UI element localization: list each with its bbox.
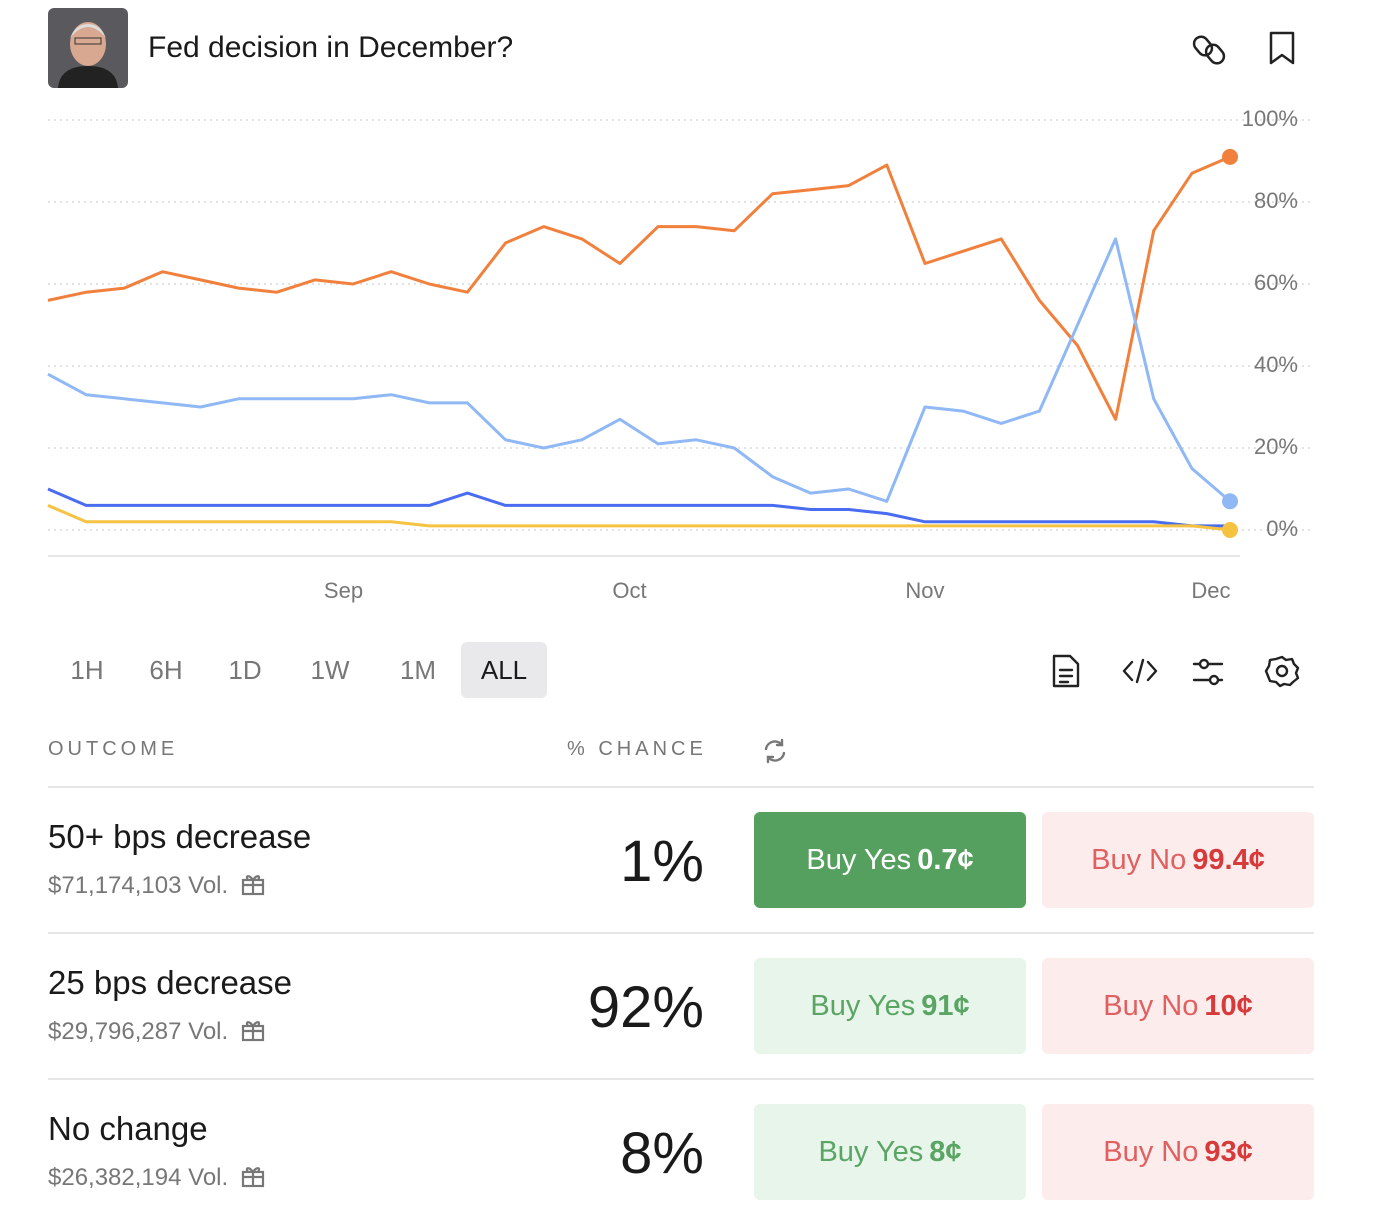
buy-yes-price: 8¢ [929,1135,962,1168]
chart: 0% 20% 40% 60% 80% 100% Sep Oct Nov Dec [47,106,1310,603]
outcome-name: 25 bps decrease [48,964,293,1001]
outcome-name: No change [48,1110,208,1147]
volume: $71,174,103 Vol. [48,872,266,900]
buy-no-price: 93¢ [1204,1135,1253,1168]
x-tick-label: Nov [905,578,944,603]
range-button[interactable]: 1H [70,655,104,685]
gift-icon [242,1021,265,1042]
outcome-row: No change $26,382,194 Vol. 8% Buy Yes 8¢ Buy … [48,1078,1314,1226]
range-button[interactable]: 1D [228,655,262,685]
page: Fed decision in December? 0% 20% 40% 60% 80%… [47,8,1314,1200]
y-tick-label: 80% [1254,188,1298,213]
chart-tools[interactable] [1048,652,1308,692]
end-dot [1222,493,1238,510]
range-button[interactable]: ALL [461,642,547,698]
y-tick-label: 20% [1254,434,1298,459]
column-header: % CHANCE [567,738,707,760]
range-button[interactable]: 1M [399,655,437,685]
y-tick-label: 40% [1254,352,1298,377]
buy-yes-price: 91¢ [921,989,970,1022]
y-tick-label: 0% [1266,516,1298,541]
volume: $29,796,287 Vol. [48,1018,266,1046]
end-dot [1222,522,1238,538]
buy-yes-button[interactable]: Buy Yes 91¢ [754,958,1026,1054]
volume-text: $71,174,103 Vol. [48,872,229,899]
series-line [47,504,1231,532]
end-dot [1222,148,1238,165]
buy-yes-button[interactable]: Buy Yes 8¢ [754,1104,1026,1200]
y-tick-label: 100% [1242,106,1298,131]
series-line [47,487,1230,528]
buy-no-label: Buy No [1103,1135,1199,1168]
series-line [47,155,1231,421]
buy-no-button[interactable]: Buy No 10¢ [1042,958,1314,1054]
buy-yes-label: Buy Yes [810,989,916,1022]
range-button[interactable]: 1W [310,655,350,685]
volume-text: $26,382,194 Vol. [48,1164,229,1191]
buy-no-price: 99.4¢ [1192,843,1265,876]
market-title: Fed decision in December? [148,31,514,64]
x-tick-label: Oct [612,578,646,603]
y-tick-label: 60% [1254,270,1298,295]
buy-no-button[interactable]: Buy No 93¢ [1042,1104,1314,1200]
buy-yes-label: Buy Yes [818,1135,924,1168]
gift-icon [242,1167,265,1188]
refresh-icon[interactable] [762,738,788,764]
gift-icon [242,875,265,896]
chance: 8% [620,1121,704,1186]
avatar [48,8,128,88]
buy-yes-price: 0.7¢ [917,843,974,876]
range-button[interactable]: 6H [149,655,183,685]
bookmark-icon[interactable] [1266,30,1298,66]
link-icon[interactable] [1190,30,1230,70]
buy-no-label: Buy No [1091,843,1187,876]
x-tick-label: Sep [324,578,363,603]
chance: 92% [587,975,704,1040]
buy-no-price: 10¢ [1204,989,1253,1022]
outcome-row: 50+ bps decrease $71,174,103 Vol. 1% Buy Ye… [48,786,1314,934]
column-header: OUTCOME [48,738,179,760]
buy-yes-button[interactable]: Buy Yes 0.7¢ [754,812,1026,908]
volume-text: $29,796,287 Vol. [48,1018,229,1045]
series-line [47,237,1231,503]
volume: $26,382,194 Vol. [48,1164,266,1192]
chance: 1% [620,829,704,894]
outcome-row: 25 bps decrease $29,796,287 Vol. 92% Buy Ye… [48,932,1314,1080]
buy-no-label: Buy No [1103,989,1199,1022]
outcome-name: 50+ bps decrease [48,818,312,855]
avatar-image [48,8,128,88]
x-tick-label: Dec [1191,578,1230,603]
buy-no-button[interactable]: Buy No 99.4¢ [1042,812,1314,908]
buy-yes-label: Buy Yes [806,843,912,876]
